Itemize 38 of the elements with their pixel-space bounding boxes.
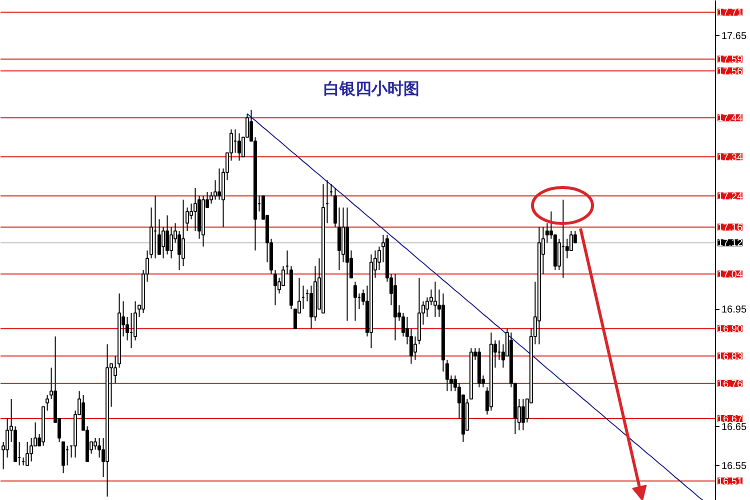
candlestick xyxy=(237,132,241,162)
candlestick xyxy=(218,168,221,200)
candlestick xyxy=(409,328,413,364)
candlestick xyxy=(182,199,185,267)
ref-line-label: 17.56 xyxy=(718,66,743,78)
ref-line-label: 17.44 xyxy=(718,113,743,124)
candlestick xyxy=(569,230,573,251)
candlestick xyxy=(309,285,313,330)
candlestick xyxy=(98,438,102,458)
y-tick-label: 17.65 xyxy=(722,31,747,42)
ref-line-label: 16.76 xyxy=(718,378,743,390)
candlestick xyxy=(565,238,569,259)
y-tick-label: 16.95 xyxy=(722,304,747,316)
candlestick xyxy=(445,359,449,392)
candlestick xyxy=(62,441,66,474)
candlestick xyxy=(94,438,98,450)
candlestick xyxy=(521,398,525,431)
candlestick xyxy=(170,226,173,259)
candlestick xyxy=(353,281,357,322)
candlestick xyxy=(30,438,34,462)
candlestick xyxy=(26,441,30,466)
ref-line-label: 16.83 xyxy=(718,351,743,362)
y-tick-label: 16.55 xyxy=(722,460,747,472)
candlestick xyxy=(186,207,189,232)
ref-line-label: 17.12 xyxy=(718,238,743,250)
candlestick xyxy=(214,180,217,200)
candlestick xyxy=(194,188,197,232)
ref-line-label: 17.24 xyxy=(718,191,743,202)
line-series xyxy=(246,113,704,500)
candlestick xyxy=(46,394,50,412)
text: 白银四小时图 xyxy=(324,80,420,98)
candlestick xyxy=(433,281,437,318)
ref-line-label: 17.71 xyxy=(718,8,743,19)
candlestick xyxy=(166,214,169,255)
ref-line-label: 16.51 xyxy=(718,476,743,488)
candlestick xyxy=(273,270,277,306)
ref-line-label: 17.04 xyxy=(718,269,743,280)
ref-line-label: 17.34 xyxy=(718,152,743,164)
